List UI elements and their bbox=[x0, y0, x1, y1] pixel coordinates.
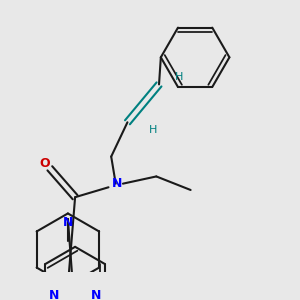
Text: H: H bbox=[175, 72, 183, 82]
Text: N: N bbox=[49, 289, 60, 300]
Text: N: N bbox=[63, 216, 73, 229]
Text: O: O bbox=[39, 157, 50, 170]
Text: N: N bbox=[112, 177, 123, 190]
Text: H: H bbox=[148, 124, 157, 134]
Text: N: N bbox=[91, 289, 101, 300]
